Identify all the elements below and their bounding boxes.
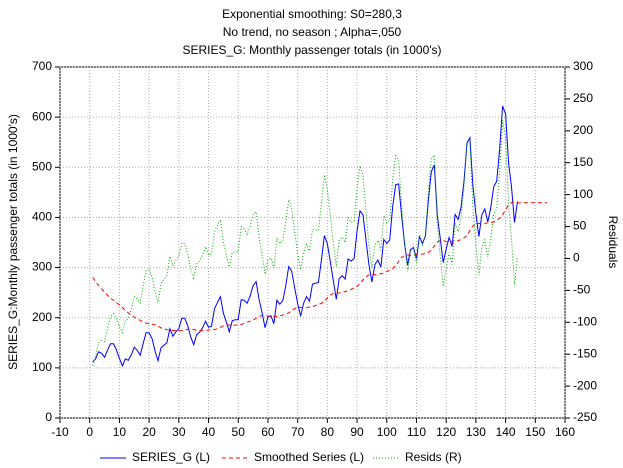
x-tick-label: 40 [202,425,216,439]
y-tick-label: 200 [32,310,52,324]
series-line [92,119,518,367]
x-tick-label: 140 [496,425,516,439]
x-tick-label: 70 [291,425,305,439]
chart-subtitle: SERIES_G: Monthly passenger totals (in 1… [182,43,441,57]
chart-title: Exponential smoothing: S0=280,3 [222,7,402,21]
y2-tick-label: 0 [573,251,580,265]
x-tick-label: 100 [377,425,397,439]
x-tick-label: 80 [321,425,335,439]
y-tick-label: 600 [32,109,52,123]
y2-tick-label: -250 [573,410,597,424]
y2-tick-label: -50 [573,283,591,297]
y2-tick-label: 300 [573,59,593,73]
x-tick-label: 90 [350,425,364,439]
y2-tick-label: 100 [573,187,593,201]
y2-tick-label: -200 [573,378,597,392]
plot-area [59,66,566,419]
x-tick-label: 20 [142,425,156,439]
y2-tick-label: 200 [573,123,593,137]
y-tick-label: 300 [32,260,52,274]
x-tick-label: 150 [525,425,545,439]
y2-tick-label: 50 [573,219,587,233]
x-tick-label: 130 [466,425,486,439]
x-tick-label: 10 [113,425,127,439]
y-tick-label: 100 [32,360,52,374]
y-tick-label: 700 [32,59,52,73]
y2-tick-label: -150 [573,346,597,360]
x-tick-label: 50 [232,425,246,439]
chart-subtitle: No trend, no season ; Alpha=,050 [223,25,402,39]
legend-label: Resids (R) [405,450,462,464]
y-tick-label: 400 [32,210,52,224]
legend-label: Smoothed Series (L) [254,450,364,464]
series-line [92,201,548,332]
y-tick-label: 0 [45,410,52,424]
x-tick-label: 30 [172,425,186,439]
y2-axis-label: Residuals [606,216,620,269]
series-line [92,105,518,368]
x-tick-label: -10 [51,425,69,439]
y-tick-label: 500 [32,159,52,173]
y2-tick-label: 150 [573,155,593,169]
x-tick-label: 60 [261,425,275,439]
legend-label: SERIES_G (L) [132,450,210,464]
x-tick-label: 120 [436,425,456,439]
x-tick-label: 0 [86,425,93,439]
y2-tick-label: -100 [573,314,597,328]
y2-tick-label: 250 [573,91,593,105]
x-tick-label: 160 [555,425,575,439]
x-tick-label: 110 [407,425,426,439]
y-axis-label: SERIES_G:Monthly passenger totals (in 10… [6,114,20,370]
